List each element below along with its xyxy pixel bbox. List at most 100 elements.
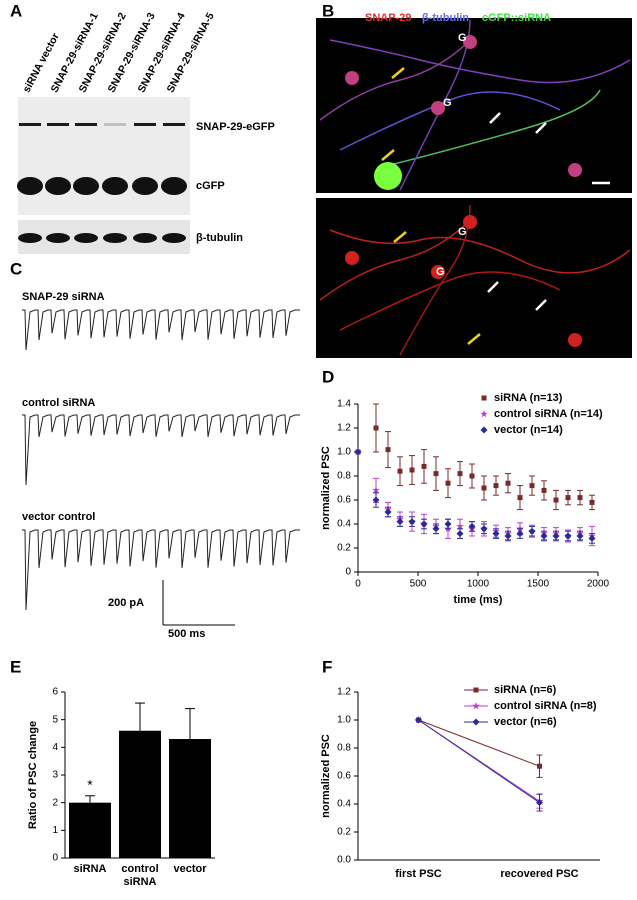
stain-label: cGFP::siRNA [482, 12, 551, 24]
panel-label: A [10, 1, 22, 20]
y-tick-label: 4 [52, 742, 58, 753]
x-tick-label: 500 [410, 579, 427, 590]
legend-label: siRNA (n=6) [494, 684, 557, 696]
arrow [393, 231, 407, 243]
x-tick-label: 0 [355, 579, 361, 590]
marker [565, 495, 571, 501]
band [132, 177, 158, 195]
band [18, 233, 42, 243]
marker [504, 532, 512, 540]
marker [528, 527, 536, 535]
y-tick-label: 0.2 [337, 827, 351, 838]
trace [22, 529, 300, 611]
marker [457, 471, 463, 477]
traces [22, 309, 300, 611]
marker [553, 497, 559, 503]
band [104, 123, 126, 126]
soma [345, 71, 359, 85]
g-label: G [458, 32, 467, 44]
x-tick-label: first PSC [395, 868, 442, 880]
legend-label: control siRNA (n=8) [494, 700, 597, 712]
neurite [389, 89, 601, 166]
arrow [381, 149, 395, 161]
band [103, 233, 127, 243]
band [161, 177, 187, 195]
neurons [319, 19, 631, 356]
soma [463, 215, 477, 229]
trace [22, 414, 300, 486]
soma [568, 163, 582, 177]
x-axis-title: time (ms) [454, 594, 503, 606]
marker [354, 448, 362, 456]
y-tick-label: 1.0 [337, 715, 351, 726]
neurite [319, 219, 471, 301]
legend-label: control siRNA (n=14) [494, 408, 603, 420]
soma [345, 251, 359, 265]
marker [516, 530, 524, 538]
marker [564, 532, 572, 540]
band-label: SNAP-29-eGFP [196, 121, 275, 133]
arrow [535, 122, 547, 134]
y-axis-title: Ratio of PSC change [27, 721, 39, 829]
blot [18, 97, 190, 215]
marker [492, 530, 500, 538]
y-tick-label: 0.2 [337, 543, 351, 554]
panel-label: B [322, 1, 334, 20]
x-tick-label: 1000 [467, 579, 490, 590]
x-tick-label: control siRNA [121, 863, 159, 888]
y-tick-label: 0.0 [337, 855, 351, 866]
marker [415, 716, 422, 724]
arrow [467, 333, 481, 345]
legend-marker [472, 702, 480, 710]
band [163, 123, 185, 126]
band [46, 233, 70, 243]
marker [373, 425, 379, 431]
y-tick-label: 1.0 [337, 447, 351, 458]
band [74, 233, 98, 243]
y-tick-label: 1.4 [337, 399, 351, 410]
soma [431, 101, 445, 115]
y-tick-label: 1.2 [337, 687, 351, 698]
g-label: G [458, 226, 467, 238]
marker [432, 525, 440, 533]
x-tick-label-box: vector [173, 863, 206, 875]
scale-label: 500 ms [168, 628, 205, 640]
y-tick-label: 0 [52, 853, 58, 864]
y-tick-label: 5 [52, 714, 58, 725]
legend-marker [480, 426, 488, 434]
legend-label: vector (n=6) [494, 716, 557, 728]
marker [517, 495, 523, 501]
soma [568, 333, 582, 347]
band-label: β-tubulin [196, 232, 243, 244]
neurite [339, 271, 561, 331]
marker [480, 525, 488, 533]
marker [397, 468, 403, 474]
band-label: cGFP [196, 180, 225, 192]
band [162, 233, 186, 243]
marker [372, 486, 380, 494]
neurite [319, 39, 471, 121]
y-tick-label: 0.6 [337, 771, 351, 782]
soma [374, 162, 402, 190]
y-tick-label: 0.8 [337, 743, 351, 754]
marker [384, 508, 392, 516]
y-tick-label: 0.6 [337, 495, 351, 506]
marker [409, 467, 415, 473]
arrow [535, 299, 547, 311]
band [73, 177, 99, 195]
band [102, 177, 128, 195]
y-tick-label: 2 [52, 797, 58, 808]
marker [372, 496, 380, 504]
x-tick-label: 2000 [587, 579, 610, 590]
marker [552, 532, 560, 540]
marker [529, 483, 535, 489]
g-label: G [436, 266, 445, 278]
y-tick-label: 0.4 [337, 519, 351, 530]
arrow [487, 281, 499, 293]
marker [433, 471, 439, 477]
marker [577, 495, 583, 501]
y-tick-label: 1.2 [337, 423, 351, 434]
x-tick-label: 1500 [527, 579, 550, 590]
panel-label: C [10, 259, 22, 278]
panel-label: E [10, 657, 21, 676]
